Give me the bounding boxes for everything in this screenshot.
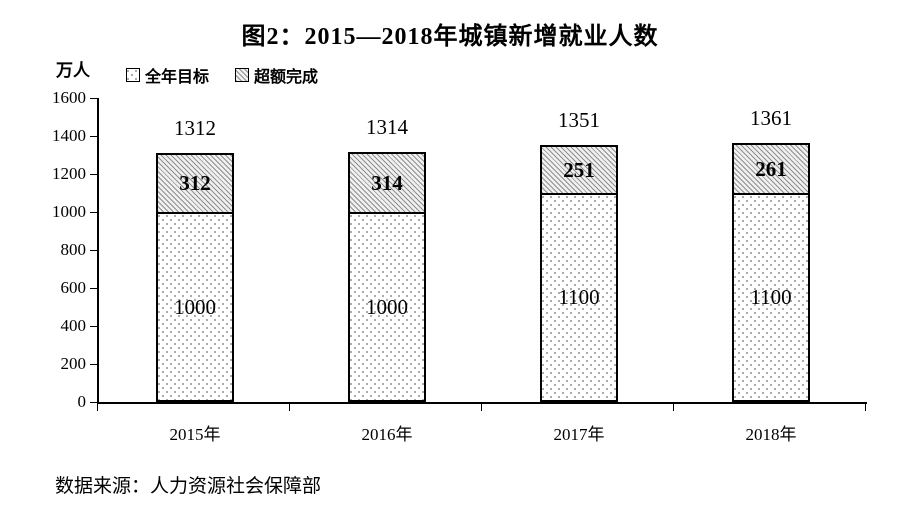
- chart-title: 图2：2015—2018年城镇新增就业人数: [241, 24, 659, 50]
- stacked-bar: 312 1000: [156, 152, 234, 402]
- legend-item-target: 全年目标: [126, 63, 209, 87]
- y-tick-label: 1600: [52, 88, 86, 107]
- x-tick-mark: [289, 404, 290, 411]
- total-label: 1351: [558, 108, 600, 133]
- y-tick-mark: [90, 325, 97, 327]
- stacked-bar: 261 1100: [732, 143, 810, 402]
- y-tick-mark: [90, 249, 97, 251]
- y-tick-mark: [90, 211, 97, 213]
- y-tick-label: 800: [60, 240, 87, 259]
- total-label: 1361: [750, 106, 792, 131]
- x-tick-mark: [97, 404, 98, 411]
- y-axis-unit-label: 万人: [56, 61, 90, 80]
- x-category-label: 2018年: [745, 425, 797, 444]
- x-category-label: 2015年: [169, 425, 221, 444]
- legend-label-target: 全年目标: [145, 69, 210, 86]
- x-tick-mark: [673, 404, 674, 411]
- segment-annual-target: 1100: [734, 195, 808, 400]
- legend-item-over: 超额完成: [235, 63, 318, 87]
- segment-annual-target: 1100: [542, 195, 616, 400]
- y-tick-label: 1400: [52, 126, 86, 145]
- x-category-label: 2017年: [553, 425, 605, 444]
- y-tick-label: 200: [60, 354, 87, 373]
- bar-group-2018年: 1361 261 1100: [732, 106, 810, 402]
- data-source: 数据来源：人力资源社会保障部: [55, 475, 322, 497]
- x-category-label: 2016年: [361, 425, 413, 444]
- y-tick-mark: [90, 173, 97, 175]
- segment-over-target: 314: [350, 154, 424, 214]
- x-tick-mark: [865, 404, 866, 411]
- stacked-bar: 251 1100: [540, 145, 618, 402]
- legend-swatch-hatch-icon: [235, 68, 250, 82]
- y-tick-mark: [90, 97, 97, 99]
- y-tick-label: 1000: [52, 202, 86, 221]
- legend-swatch-dots-icon: [126, 68, 140, 82]
- y-tick-mark: [90, 135, 97, 137]
- bar-group-2015年: 1312 312 1000: [156, 116, 234, 402]
- y-tick-label: 1200: [52, 164, 86, 183]
- y-tick-mark: [90, 363, 97, 365]
- y-tick-label: 0: [77, 392, 87, 411]
- segment-over-target: 261: [734, 145, 808, 195]
- y-tick-label: 400: [60, 316, 87, 335]
- x-tick-mark: [481, 404, 482, 411]
- y-tick-mark: [90, 401, 97, 403]
- plot-area: 1312 312 1000 2015年 1314 314 1000 2016年 1351 251 1…: [97, 98, 867, 444]
- y-tick-mark: [90, 287, 97, 289]
- bar-group-2016年: 1314 314 1000: [348, 115, 426, 402]
- total-label: 1314: [366, 115, 408, 140]
- y-tick-label: 600: [60, 278, 87, 297]
- total-label: 1312: [174, 115, 216, 140]
- segment-over-target: 251: [542, 147, 616, 195]
- segment-over-target: 312: [158, 154, 232, 214]
- legend: 全年目标 超额完成: [126, 63, 318, 87]
- segment-annual-target: 1000: [158, 214, 232, 400]
- segment-annual-target: 1000: [350, 214, 424, 400]
- stacked-bar: 314 1000: [348, 152, 426, 402]
- bar-group-2017年: 1351 251 1100: [540, 108, 618, 402]
- legend-label-over: 超额完成: [254, 69, 319, 86]
